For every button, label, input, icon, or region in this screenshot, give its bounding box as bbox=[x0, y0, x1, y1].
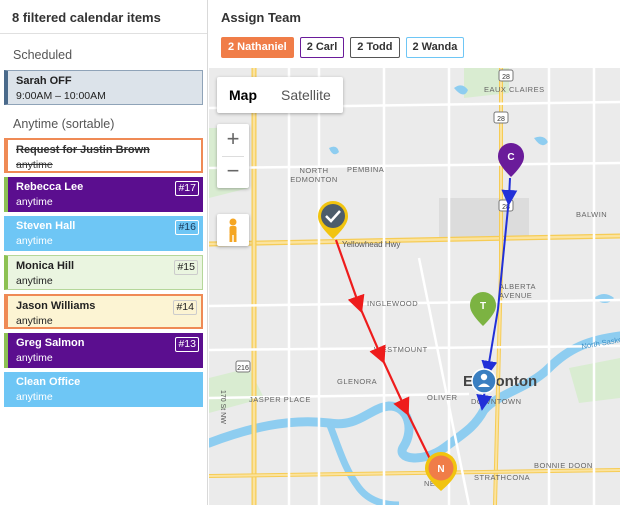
calendar-item-sub: anytime bbox=[16, 315, 53, 327]
highway-shield-216: 216 bbox=[235, 360, 251, 373]
calendar-item-title: Sarah OFF bbox=[16, 75, 72, 87]
map-label-strathcona: STRATHCONA bbox=[474, 473, 530, 482]
calendar-item-justin-brown[interactable]: Request for Justin Brown anytime bbox=[4, 138, 203, 173]
map-label-glenora: GLENORA bbox=[337, 377, 377, 386]
calendar-item-clean-office[interactable]: Clean Office anytime bbox=[4, 372, 203, 407]
person-icon bbox=[480, 373, 488, 381]
map-label-oliver: OLIVER bbox=[427, 393, 458, 402]
highway-shield-28c: 28 bbox=[498, 199, 514, 212]
map-type-satellite-button[interactable]: Satellite bbox=[281, 87, 331, 103]
map-label-inglewood: INGLEWOOD bbox=[367, 299, 418, 308]
job-number-badge: #17 bbox=[175, 181, 199, 196]
map-label-eaux-claires: EAUX CLAIRES bbox=[484, 85, 545, 94]
calendar-item-title: Rebecca Lee bbox=[16, 181, 84, 193]
highway-shield-28b: 28 bbox=[493, 111, 509, 124]
map-label-avenue: AVENUE bbox=[499, 291, 532, 300]
team-button-wanda[interactable]: 2 Wanda bbox=[405, 37, 465, 58]
marker-carl[interactable]: C bbox=[498, 143, 524, 177]
map-label-downtown: DOWNTOWN bbox=[471, 397, 522, 406]
calendar-item-sub: anytime bbox=[16, 159, 53, 171]
check-icon bbox=[325, 210, 341, 223]
map-type-map-button[interactable]: Map bbox=[229, 87, 257, 103]
calendar-item-sub: anytime bbox=[16, 196, 53, 208]
zoom-in-button[interactable]: + bbox=[226, 126, 240, 151]
calendar-item-sarah-off[interactable]: Sarah OFF 9:00AM – 10:00AM bbox=[4, 70, 203, 105]
team-button-todd[interactable]: 2 Todd bbox=[350, 37, 400, 58]
calendar-item-title: Request for Justin Brown bbox=[16, 144, 150, 156]
calendar-panel: 8 filtered calendar items Scheduled Sara… bbox=[0, 0, 208, 505]
map-label-jasper-place: JASPER PLACE bbox=[249, 395, 311, 404]
calendar-item-monica-hill[interactable]: Monica Hill anytime #15 bbox=[4, 255, 203, 290]
calendar-item-title: Monica Hill bbox=[16, 260, 75, 272]
map-type-toggle: Map Satellite bbox=[217, 77, 343, 113]
marker-completed-check[interactable] bbox=[318, 201, 348, 239]
marker-n-label: N bbox=[437, 464, 444, 475]
marker-nathaniel[interactable]: N bbox=[425, 452, 457, 491]
calendar-item-sub: anytime bbox=[16, 235, 53, 247]
calendar-item-title: Jason Williams bbox=[16, 300, 96, 312]
job-number-badge: #14 bbox=[173, 300, 197, 315]
zoom-out-button[interactable]: − bbox=[226, 158, 240, 183]
calendar-item-sub: anytime bbox=[16, 275, 53, 287]
job-number-badge: #15 bbox=[174, 260, 198, 275]
calendar-item-title: Greg Salmon bbox=[16, 337, 85, 349]
hwy-28c-label: 28 bbox=[502, 204, 510, 211]
zoom-divider bbox=[222, 156, 244, 157]
calendar-item-time: 9:00AM – 10:00AM bbox=[16, 90, 106, 102]
calendar-item-title: Steven Hall bbox=[16, 220, 76, 232]
assign-team-title: Assign Team bbox=[221, 10, 301, 25]
assign-team-header: Assign Team 2 Nathaniel 2 Carl 2 Todd 2 … bbox=[209, 0, 620, 68]
team-button-carl[interactable]: 2 Carl bbox=[299, 37, 345, 58]
pegman-icon bbox=[229, 218, 237, 242]
calendar-item-sub: anytime bbox=[16, 352, 53, 364]
team-buttons: 2 Nathaniel 2 Carl 2 Todd 2 Wanda bbox=[221, 37, 465, 58]
marker-wanda[interactable] bbox=[471, 368, 497, 394]
job-number-badge: #16 bbox=[175, 220, 199, 235]
calendar-item-jason-williams[interactable]: Jason Williams anytime #14 bbox=[4, 294, 203, 329]
map-label-north: NORTH bbox=[299, 166, 328, 175]
map-label-alberta: ALBERTA bbox=[499, 282, 536, 291]
hwy-28b-label: 28 bbox=[497, 116, 505, 123]
calendar-item-rebecca-lee[interactable]: Rebecca Lee anytime #17 bbox=[4, 177, 203, 212]
panel-header: 8 filtered calendar items bbox=[0, 0, 207, 34]
map-label-balwin: BALWIN bbox=[576, 210, 607, 219]
hwy-216-label: 216 bbox=[237, 365, 249, 372]
map-label-170-st: 170 St NW bbox=[219, 390, 226, 424]
calendar-item-greg-salmon[interactable]: Greg Salmon anytime #13 bbox=[4, 333, 203, 368]
calendar-item-sub: anytime bbox=[16, 391, 53, 403]
highway-shield-28a: 28 bbox=[498, 69, 514, 82]
anytime-label: Anytime (sortable) bbox=[13, 117, 115, 131]
marker-todd[interactable]: T bbox=[470, 292, 496, 326]
marker-t-label: T bbox=[480, 301, 486, 312]
route-map[interactable]: 216 28 28 28 EAUX CLAIRES NORTH EDMONTON… bbox=[209, 68, 620, 505]
street-view-pegman[interactable] bbox=[217, 214, 249, 246]
map-label-yellowhead: Yellowhead Hwy bbox=[342, 240, 400, 249]
map-label-edmonton: EDMONTON bbox=[290, 175, 338, 184]
calendar-item-steven-hall[interactable]: Steven Hall anytime #16 bbox=[4, 216, 203, 251]
scheduled-label: Scheduled bbox=[13, 48, 73, 62]
calendar-item-title: Clean Office bbox=[16, 376, 81, 388]
hwy-28a-label: 28 bbox=[502, 74, 510, 81]
map-canvas[interactable]: 216 28 28 28 EAUX CLAIRES NORTH EDMONTON… bbox=[209, 68, 620, 505]
map-label-pembina: PEMBINA bbox=[347, 165, 384, 174]
team-button-nathaniel[interactable]: 2 Nathaniel bbox=[221, 37, 294, 58]
marker-c-label: C bbox=[507, 152, 514, 163]
map-label-bonnie-doon: BONNIE DOON bbox=[534, 461, 593, 470]
zoom-control: + − bbox=[217, 124, 249, 188]
route-nathaniel bbox=[334, 239, 432, 462]
map-label-westmount: WESTMOUNT bbox=[374, 345, 428, 354]
job-number-badge: #13 bbox=[175, 337, 199, 352]
